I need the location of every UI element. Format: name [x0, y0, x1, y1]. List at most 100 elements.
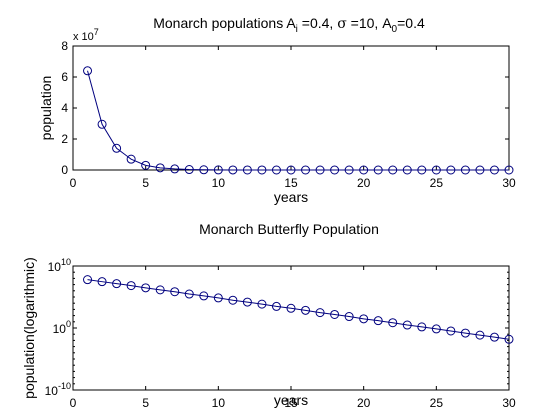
chart-bottom-point-16 — [315, 308, 325, 318]
chart-bottom-x-tick-label-6: 30 — [502, 396, 516, 410]
chart-bottom-point-26 — [460, 328, 470, 338]
chart-top-point-7 — [184, 165, 194, 175]
chart-bottom-point-18 — [344, 312, 354, 322]
chart-bottom: Monarch Butterfly Population 0 5 10 15 20 25 3… — [21, 221, 516, 410]
chart-top-point-24 — [431, 165, 441, 175]
chart-top-point-15 — [301, 165, 311, 175]
chart-bottom-ylabel: population(logarithmic) — [21, 257, 37, 399]
chart-bottom-point-10 — [228, 295, 238, 305]
chart-bottom-point-3 — [126, 281, 136, 291]
chart-bottom-point-11 — [242, 297, 252, 307]
chart-bottom-title: Monarch Butterfly Population — [199, 221, 379, 237]
chart-top-point-4 — [141, 160, 151, 170]
chart-top-point-25 — [446, 165, 456, 175]
chart-top-x-tick-label-3: 15 — [284, 176, 298, 190]
chart-top-point-2 — [112, 143, 122, 153]
chart-top-point-26 — [460, 165, 470, 175]
chart-bottom-x-tick-label-4: 20 — [357, 396, 371, 410]
chart-top-point-3 — [126, 154, 136, 164]
chart-top-point-12 — [257, 165, 267, 175]
chart-bottom-y-tick-label-2: 1010 — [48, 257, 71, 274]
chart-bottom-point-4 — [141, 283, 151, 293]
chart-top-point-18 — [344, 165, 354, 175]
chart-bottom-x-tick-label-1: 5 — [142, 396, 149, 410]
chart-top-point-21 — [388, 165, 398, 175]
chart-top-exponent-base: x 10 — [73, 31, 94, 43]
chart-bottom-x-tick-label-0: 0 — [70, 396, 77, 410]
chart-top-point-1 — [97, 119, 107, 129]
chart-bottom-ticks: 0 5 10 15 20 25 30 10-10 100 1010 — [45, 257, 516, 410]
chart-top-title-mid2: =10, A — [347, 15, 392, 31]
chart-bottom-point-22 — [402, 320, 412, 330]
chart-top-x-tick-label-2: 10 — [212, 176, 226, 190]
chart-bottom-point-7 — [184, 289, 194, 299]
chart-top-title: Monarch populations Ai =0.4, σ =10, A0=0… — [153, 15, 425, 35]
chart-bottom-y-tick-label-0: 10-10 — [45, 381, 71, 398]
chart-bottom-point-21 — [388, 318, 398, 328]
chart-top-x-tick-label-0: 0 — [70, 176, 77, 190]
chart-bottom-x-tick-label-3: 15 — [284, 396, 298, 410]
chart-top-point-5 — [155, 163, 165, 173]
chart-bottom-point-2 — [112, 279, 122, 289]
chart-top-point-29 — [504, 165, 514, 175]
chart-top-y-tick-label-3: 6 — [61, 70, 68, 84]
chart-top-y-tick-label-4: 8 — [61, 39, 68, 53]
chart-bottom-point-28 — [489, 332, 499, 342]
chart-top-ticks: 0 5 10 15 20 25 30 0 2 4 6 8 — [61, 39, 516, 190]
chart-top-point-19 — [359, 165, 369, 175]
chart-top-title-lead: Monarch populations A — [153, 15, 296, 31]
chart-bottom-point-25 — [446, 326, 456, 336]
chart-bottom-point-20 — [373, 316, 383, 326]
chart-top-point-9 — [213, 165, 223, 175]
chart-top-point-17 — [330, 165, 340, 175]
chart-top-point-23 — [417, 165, 427, 175]
chart-top-point-0 — [83, 66, 93, 76]
chart-bottom-point-19 — [359, 314, 369, 324]
chart-top-point-27 — [475, 165, 485, 175]
chart-top-x-tick-label-1: 5 — [142, 176, 149, 190]
chart-top-plot-area — [72, 45, 510, 171]
chart-top-point-22 — [402, 165, 412, 175]
chart-top-title-sigma: σ — [337, 16, 347, 32]
chart-top-x-tick-label-6: 30 — [502, 176, 516, 190]
chart-top-y-tick-label-2: 4 — [61, 101, 68, 115]
chart-bottom-point-24 — [431, 324, 441, 334]
chart-bottom-point-14 — [286, 303, 296, 313]
chart-bottom-point-15 — [301, 305, 311, 315]
chart-bottom-plot-area — [72, 265, 510, 391]
chart-bottom-point-27 — [475, 330, 485, 340]
chart-bottom-point-8 — [199, 291, 209, 301]
chart-bottom-x-tick-label-2: 10 — [212, 396, 226, 410]
chart-top-point-13 — [271, 165, 281, 175]
chart-top-point-14 — [286, 165, 296, 175]
chart-top-title-sub2: 0 — [392, 24, 398, 35]
chart-bottom-point-13 — [271, 301, 281, 311]
chart-bottom-x-tick-label-5: 25 — [430, 396, 444, 410]
chart-bottom-point-23 — [417, 322, 427, 332]
chart-top-point-6 — [170, 164, 180, 174]
chart-top-title-tail: =0.4 — [397, 15, 425, 31]
chart-bottom-point-29 — [504, 334, 514, 344]
chart-bottom-point-5 — [155, 285, 165, 295]
chart-top-ylabel: population — [38, 76, 54, 141]
chart-bottom-point-17 — [330, 309, 340, 319]
chart-bottom-point-1 — [97, 277, 107, 287]
chart-top-point-11 — [242, 165, 252, 175]
chart-bottom-point-6 — [170, 287, 180, 297]
chart-bottom-y-tick-label-1: 100 — [53, 319, 71, 336]
chart-top-y-tick-label-0: 0 — [61, 163, 68, 177]
chart-bottom-series-line — [87, 279, 510, 340]
chart-bottom-point-9 — [213, 293, 223, 303]
chart-bottom-points — [83, 275, 514, 344]
chart-top-exponent: x 107 — [73, 27, 99, 43]
chart-top-title-mid1: =0.4, — [298, 15, 337, 31]
chart-top-exponent-power: 7 — [94, 27, 99, 37]
chart-top-point-10 — [228, 165, 238, 175]
chart-top-x-tick-label-5: 25 — [430, 176, 444, 190]
chart-top-point-20 — [373, 165, 383, 175]
chart-bottom-point-12 — [257, 299, 267, 309]
chart-top-point-16 — [315, 165, 325, 175]
chart-top-series-line — [87, 70, 509, 171]
chart-bottom-xlabel: years — [274, 392, 308, 408]
